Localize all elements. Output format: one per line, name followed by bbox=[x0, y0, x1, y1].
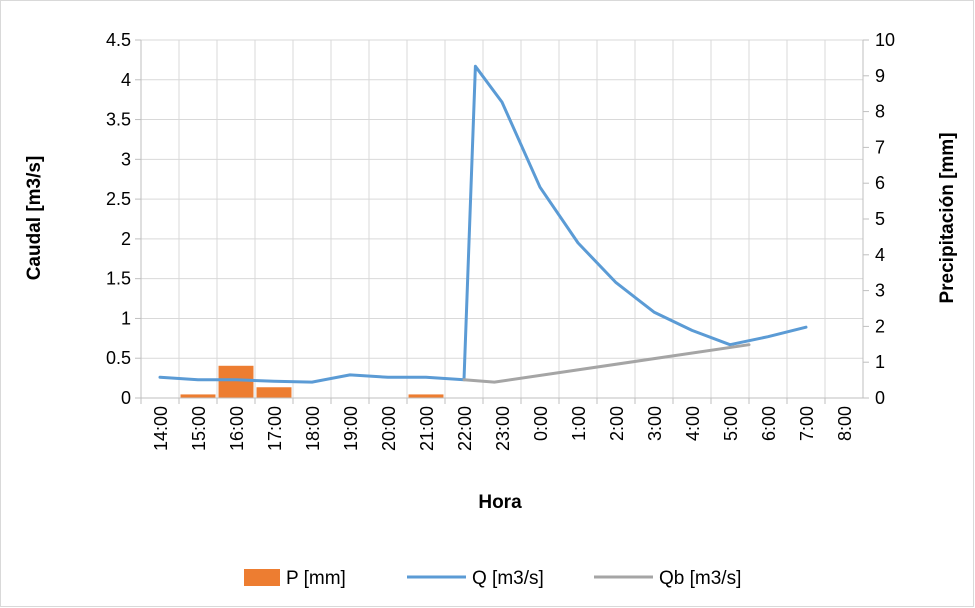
y-left-tick-label: 0 bbox=[121, 388, 131, 408]
x-tick-label: 3:00 bbox=[645, 406, 665, 441]
y-left-tick-label: 1 bbox=[121, 308, 131, 328]
q-series-line bbox=[158, 64, 808, 384]
precip-bar bbox=[408, 394, 444, 398]
x-tick-label: 19:00 bbox=[341, 406, 361, 451]
legend: P [mm] Q [m3/s] Qb [m3/s] bbox=[244, 568, 741, 589]
y-left-tick-label: 4 bbox=[121, 70, 131, 90]
x-tick-label: 0:00 bbox=[531, 406, 551, 441]
y-right-tick-label: 6 bbox=[875, 173, 885, 193]
precip-bar bbox=[180, 394, 216, 398]
y-right-tick-label: 7 bbox=[875, 137, 885, 157]
qb-series-line bbox=[462, 343, 751, 384]
x-tick-label: 21:00 bbox=[417, 406, 437, 451]
x-tick-label: 15:00 bbox=[189, 406, 209, 451]
y-left-tick-label: 3 bbox=[121, 149, 131, 169]
y-left-tick-label: 4.5 bbox=[106, 30, 131, 50]
x-axis-title: Hora bbox=[478, 492, 522, 513]
x-tick-label: 1:00 bbox=[569, 406, 589, 441]
y-right-tick-label: 1 bbox=[875, 352, 885, 372]
x-tick-label: 5:00 bbox=[721, 406, 741, 441]
legend-label-qb: Qb [m3/s] bbox=[659, 568, 741, 589]
y-right-tick-label: 8 bbox=[875, 102, 885, 122]
y-right-tick-label: 10 bbox=[875, 30, 895, 50]
y-right-tick-label: 5 bbox=[875, 209, 885, 229]
y-right-tick-label: 4 bbox=[875, 245, 885, 265]
x-tick-label: 7:00 bbox=[797, 406, 817, 441]
x-tick-label: 16:00 bbox=[227, 406, 247, 451]
x-tick-label: 20:00 bbox=[379, 406, 399, 451]
y-right-tick-label: 3 bbox=[875, 281, 885, 301]
y-right-tick-label: 9 bbox=[875, 66, 885, 86]
legend-label-q: Q [m3/s] bbox=[472, 568, 544, 589]
precip-bar bbox=[256, 387, 292, 398]
x-tick-label: 23:00 bbox=[493, 406, 513, 451]
x-tick-label: 2:00 bbox=[607, 406, 627, 441]
y-left-tick-label: 3.5 bbox=[106, 110, 131, 130]
y-left-axis-title: Caudal [m3/s] bbox=[24, 156, 45, 281]
y-left-tick-label: 1.5 bbox=[106, 269, 131, 289]
y-right-tick-label: 0 bbox=[875, 388, 885, 408]
x-tick-label: 18:00 bbox=[303, 406, 323, 451]
legend-label-precip: P [mm] bbox=[286, 568, 346, 589]
x-tick-label: 17:00 bbox=[265, 406, 285, 451]
y-left-tick-label: 0.5 bbox=[106, 348, 131, 368]
x-tick-label: 22:00 bbox=[455, 406, 475, 451]
y-left-tick-label: 2 bbox=[121, 229, 131, 249]
x-tick-label: 14:00 bbox=[151, 406, 171, 451]
y-left-tick-label: 2.5 bbox=[106, 189, 131, 209]
x-axis-ticks: 14:00 15:00 16:00 17:00 18:00 19:00 20:00 21:00… bbox=[140, 398, 855, 451]
flow-lines bbox=[158, 64, 808, 384]
precip-bar bbox=[218, 365, 254, 398]
x-tick-label: 8:00 bbox=[835, 406, 855, 441]
precipitation-bars bbox=[180, 365, 444, 398]
left-axis-ticks: 0 0.5 1 1.5 2 2.5 3 3.5 4 4.5 bbox=[106, 30, 141, 408]
x-tick-label: 6:00 bbox=[759, 406, 779, 441]
x-tick-label: 4:00 bbox=[683, 406, 703, 441]
y-right-tick-label: 2 bbox=[875, 316, 885, 336]
gridlines bbox=[140, 39, 864, 399]
right-axis-ticks: 0 1 2 3 4 5 6 7 8 9 10 bbox=[863, 30, 895, 408]
y-right-axis-title: Precipitación [mm] bbox=[937, 132, 958, 303]
legend-swatch-precip bbox=[244, 569, 280, 586]
